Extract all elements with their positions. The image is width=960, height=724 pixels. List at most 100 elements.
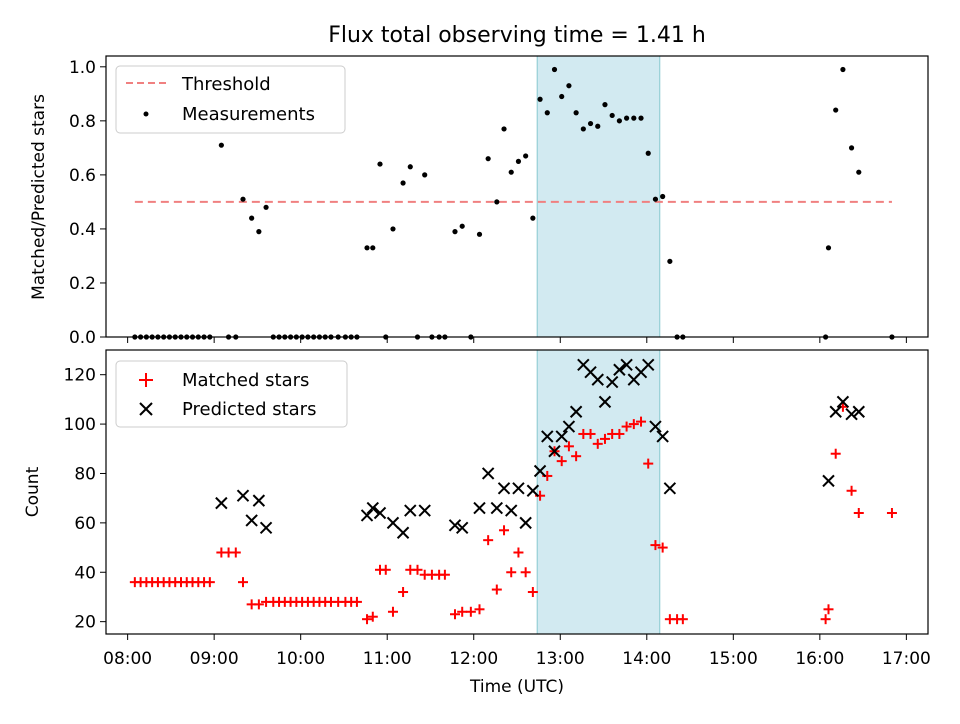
matched-stars-point xyxy=(483,535,494,546)
measurement-point xyxy=(485,156,491,162)
predicted-stars-point xyxy=(418,504,431,517)
matched-stars-point xyxy=(830,448,841,459)
legend-measurements-swatch xyxy=(143,111,149,117)
bottom-highlight-band xyxy=(536,349,661,635)
measurement-point xyxy=(407,164,413,170)
measurement-point xyxy=(667,258,673,264)
matched-stars-point xyxy=(398,587,409,598)
matched-stars-point xyxy=(571,451,582,462)
matched-stars-point xyxy=(628,419,639,430)
predicted-stars-point xyxy=(245,514,258,527)
predicted-stars-point xyxy=(473,501,486,515)
top-y-tick-label: 1.0 xyxy=(69,58,96,78)
predicted-stars-point xyxy=(562,420,576,433)
matched-stars-point xyxy=(599,433,610,444)
measurement-point xyxy=(624,115,630,121)
measurement-point xyxy=(551,66,558,73)
top-axes-frame xyxy=(105,55,929,338)
matched-stars-point xyxy=(230,547,241,558)
matched-stars-point xyxy=(527,587,538,598)
matched-stars-point xyxy=(499,525,510,536)
predicted-stars-point xyxy=(396,526,410,539)
matched-stars-point xyxy=(846,485,857,496)
measurement-point xyxy=(638,115,644,121)
predicted-stars-point xyxy=(598,395,612,409)
bottom-axes-frame xyxy=(105,349,929,635)
matched-stars-point xyxy=(465,606,476,617)
measurement-point xyxy=(631,115,637,121)
predicted-stars-point xyxy=(215,496,228,510)
measurement-point xyxy=(840,66,846,73)
measurement-point xyxy=(530,215,536,221)
matched-stars-point xyxy=(491,584,502,595)
predicted-stars-point xyxy=(448,519,462,532)
predicted-stars-point xyxy=(620,358,633,372)
x-tick-label: 16:00 xyxy=(795,649,844,669)
measurement-point xyxy=(249,215,255,221)
predicted-stars-point xyxy=(555,430,568,443)
predicted-stars-point xyxy=(852,405,865,418)
bottom-y-tick-label: 120 xyxy=(64,366,96,386)
predicted-stars-point xyxy=(845,408,858,421)
measurement-point xyxy=(240,196,246,202)
top-y-tick-label: 0.0 xyxy=(69,328,96,348)
x-tick-label: 09:00 xyxy=(190,649,239,669)
matched-stars-point xyxy=(636,416,647,427)
measurement-point xyxy=(494,199,500,205)
predicted-stars-point xyxy=(386,516,400,530)
predicted-stars-point xyxy=(663,482,677,495)
matched-stars-point xyxy=(513,547,524,558)
chart-title: Flux total observing time = 1.41 h xyxy=(328,23,706,48)
bottom-y-tick-label: 60 xyxy=(74,514,96,534)
measurement-point xyxy=(537,96,543,102)
matched-stars-point xyxy=(621,421,632,432)
matched-stars-point xyxy=(362,614,373,625)
matched-stars-point xyxy=(592,438,603,449)
predicted-stars-point xyxy=(569,405,583,418)
measurement-point xyxy=(856,169,862,175)
measurement-point xyxy=(616,118,622,124)
matched-stars-point xyxy=(657,542,668,553)
predicted-stars-point xyxy=(497,482,511,495)
matched-stars-point xyxy=(367,611,378,622)
measurement-point xyxy=(263,204,269,210)
predicted-stars-point xyxy=(481,467,495,480)
predicted-stars-point xyxy=(404,504,417,517)
bottom-legend-box xyxy=(115,360,348,428)
measurement-point xyxy=(595,123,601,129)
matched-stars-point xyxy=(412,564,423,575)
predicted-stars-point xyxy=(512,482,525,495)
measurement-point xyxy=(833,107,839,113)
matched-stars-point xyxy=(253,599,264,610)
matched-stars-point xyxy=(823,604,834,615)
matched-stars-point xyxy=(650,540,661,551)
matched-stars-point xyxy=(886,507,897,518)
matched-stars-point xyxy=(449,609,460,620)
predicted-stars-point xyxy=(519,516,532,530)
legend-measurements-label: Measurements xyxy=(182,104,315,125)
matched-stars-point xyxy=(474,604,485,615)
top-y-axis-label: Matched/Predicted stars xyxy=(29,94,49,300)
matched-stars-point xyxy=(380,564,391,575)
measurement-point xyxy=(609,112,615,119)
predicted-stars-point xyxy=(505,504,518,517)
measurement-point xyxy=(566,83,572,89)
matched-stars-point xyxy=(520,567,531,578)
x-tick-label: 13:00 xyxy=(536,649,585,669)
matched-stars-point xyxy=(820,614,831,625)
x-axis-label: Time (UTC) xyxy=(469,677,564,697)
matched-stars-point xyxy=(585,428,596,439)
measurement-point xyxy=(476,231,483,237)
matched-stars-point xyxy=(506,567,517,578)
top-panel: 0.0 0.2 0.4 0.6 0.8 1.0 Matched/Predicted sta… xyxy=(29,55,929,348)
matched-stars-point xyxy=(853,507,864,518)
matched-stars-point xyxy=(457,606,468,617)
x-tick-label: 15:00 xyxy=(709,649,758,669)
predicted-stars-point xyxy=(829,405,842,418)
predicted-stars-point xyxy=(656,430,669,443)
matched-stars-point xyxy=(614,428,625,439)
top-y-tick-label: 0.6 xyxy=(69,166,96,186)
predicted-stars-point xyxy=(605,375,619,389)
predicted-stars-point xyxy=(541,430,554,443)
predicted-stars-point xyxy=(373,506,387,520)
